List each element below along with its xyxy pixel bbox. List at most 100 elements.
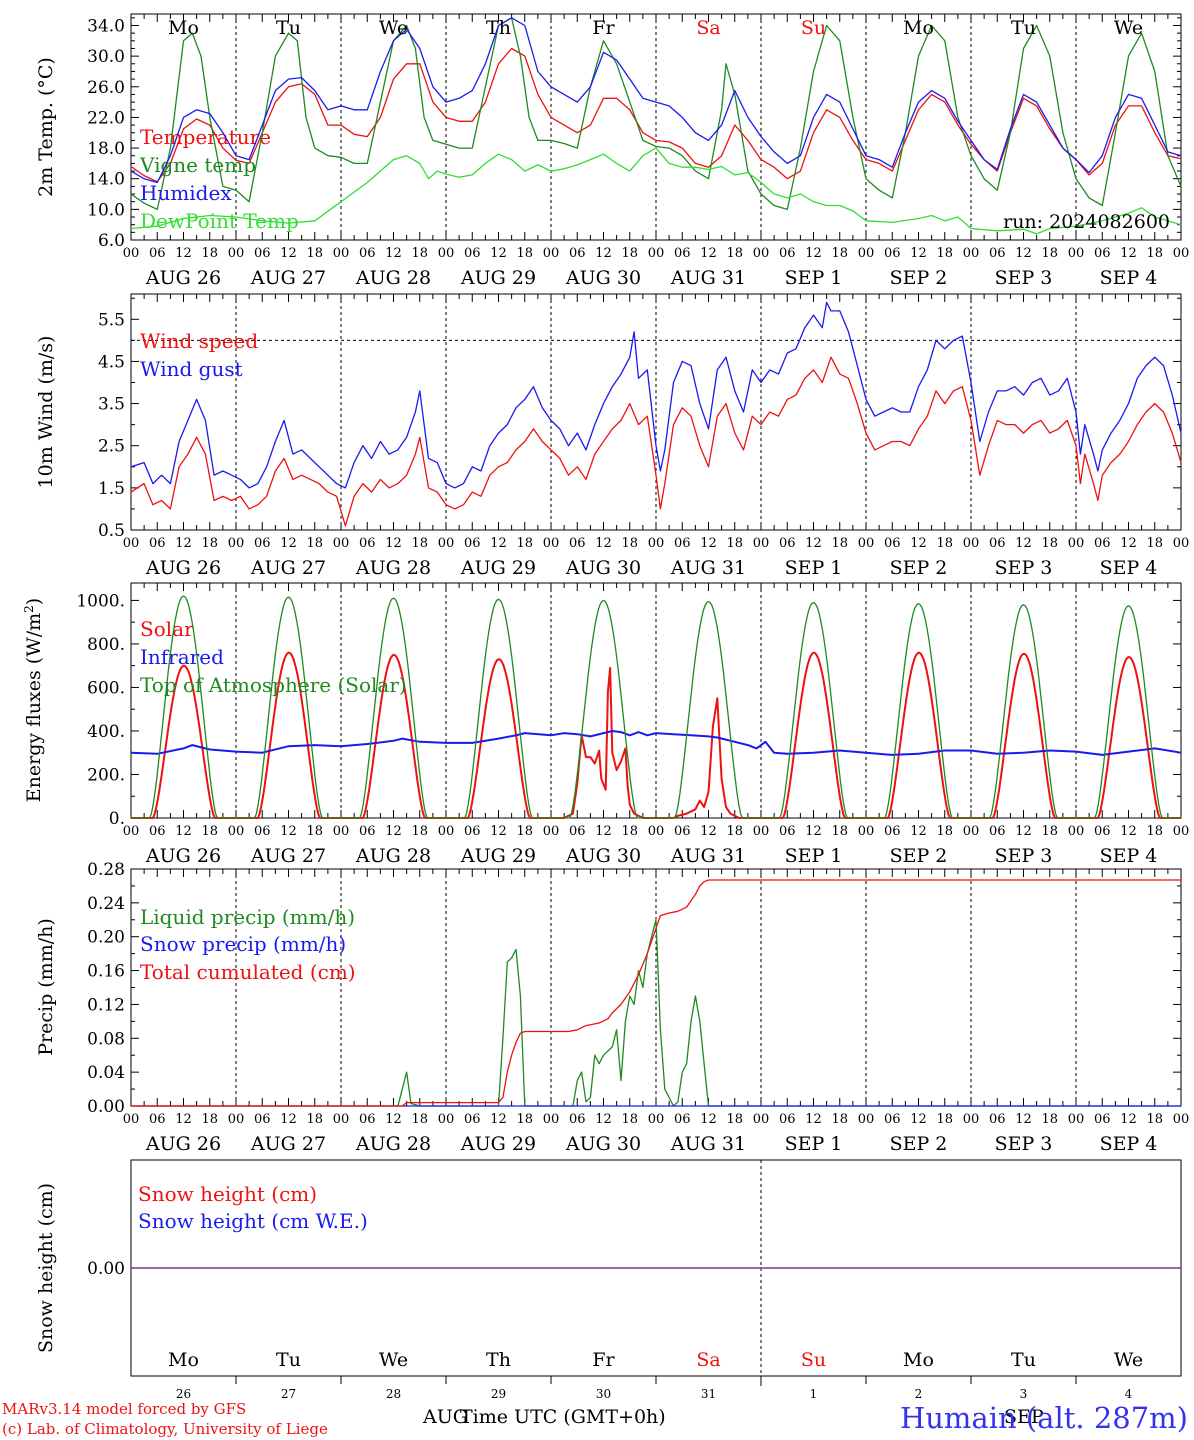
hour-tick-label: 06 [149, 246, 166, 261]
series-line [130, 17, 1182, 184]
hour-tick-label: 12 [1015, 1112, 1032, 1127]
hour-tick-label: 18 [201, 246, 218, 261]
day-label: AUG 27 [250, 557, 326, 579]
hour-tick-label: 00 [648, 824, 665, 839]
month-label-mid: SEP [1004, 1406, 1044, 1428]
hour-tick-label: 06 [674, 536, 691, 551]
hour-tick-label: 06 [254, 1112, 271, 1127]
legend-label: Top of Atmosphere (Solar) [140, 673, 407, 697]
y-tick-label: 30.0 [87, 47, 125, 67]
weekday-label: Fr [592, 1349, 615, 1371]
hour-tick-label: 00 [1173, 824, 1190, 839]
weekday-label: We [379, 1349, 408, 1371]
hour-tick-label: 18 [936, 824, 953, 839]
xaxis-title: Time UTC (GMT+0h) [460, 1406, 666, 1428]
hour-tick-label: 06 [989, 246, 1006, 261]
hour-tick-label: 18 [1041, 536, 1058, 551]
day-number: 3 [1020, 1387, 1028, 1401]
day-number: 28 [386, 1387, 401, 1401]
hour-tick-label: 12 [595, 246, 612, 261]
y-tick-label: 800. [87, 635, 125, 655]
day-label: AUG 27 [250, 845, 326, 867]
y-axis-label: Snow height (cm) [35, 1183, 57, 1353]
hour-tick-label: 06 [359, 1112, 376, 1127]
y-tick-label: 0.5 [98, 521, 125, 541]
hour-tick-label: 12 [175, 824, 192, 839]
hour-tick-label: 00 [543, 824, 560, 839]
hour-tick-label: 06 [779, 246, 796, 261]
series-line [131, 879, 1181, 1107]
day-label: AUG 29 [460, 267, 536, 289]
hour-tick-label: 00 [858, 536, 875, 551]
hour-tick-label: 00 [333, 1112, 350, 1127]
hour-tick-label: 06 [149, 1112, 166, 1127]
weekday-label: Th [486, 1349, 511, 1371]
hour-tick-label: 18 [1041, 1112, 1058, 1127]
hour-tick-label: 00 [1068, 536, 1085, 551]
day-label: SEP 2 [890, 267, 948, 289]
series-line [131, 595, 1181, 819]
y-tick-label: 1000. [76, 591, 125, 611]
hour-tick-label: 00 [123, 536, 140, 551]
hour-tick-label: 18 [516, 824, 533, 839]
weekday-label: Tu [276, 17, 301, 39]
day-label: AUG 31 [670, 845, 746, 867]
y-axis-label: Energy fluxes (W/m2) [22, 598, 45, 802]
day-label: AUG 28 [355, 1133, 431, 1155]
hour-tick-label: 18 [306, 536, 323, 551]
hour-tick-label: 06 [779, 1112, 796, 1127]
energy-panel: 00 06 12 18 00 06 12 18 00 06 12 18 00 06 12 18 00 06 12 18… [22, 582, 1190, 867]
weekday-label: Sa [696, 17, 720, 39]
hour-tick-label: 12 [175, 246, 192, 261]
hour-tick-label: 06 [149, 536, 166, 551]
day-label: SEP 1 [785, 557, 843, 579]
legend-label: Infrared [140, 645, 224, 669]
hour-tick-label: 18 [411, 536, 428, 551]
hour-tick-label: 00 [333, 824, 350, 839]
hour-tick-label: 06 [464, 246, 481, 261]
snow-panel: 0.00 Snow height (cm) Snow height (cm) Snow… [35, 1159, 1182, 1401]
hour-tick-label: 12 [385, 1112, 402, 1127]
hour-tick-label: 12 [280, 1112, 297, 1127]
legend-label: Solar [140, 617, 194, 641]
hour-tick-label: 00 [1173, 1112, 1190, 1127]
hour-tick-label: 18 [201, 536, 218, 551]
series-line [131, 919, 1181, 1107]
y-tick-label: 6.0 [98, 231, 125, 251]
hour-tick-label: 12 [1015, 536, 1032, 551]
hour-tick-label: 18 [1146, 536, 1163, 551]
station-name: Humain (alt. 287m) [900, 1401, 1188, 1435]
hour-tick-label: 12 [700, 536, 717, 551]
hour-tick-label: 00 [543, 1112, 560, 1127]
hour-tick-label: 18 [621, 246, 638, 261]
weekday-label: Mo [168, 17, 199, 39]
day-label: AUG 28 [355, 845, 431, 867]
y-tick-label: 0.20 [87, 928, 125, 948]
day-label: SEP 3 [995, 267, 1053, 289]
legend-label: Total cumulated (cm) [140, 960, 356, 984]
series-line [130, 47, 1182, 183]
hour-tick-label: 18 [1146, 246, 1163, 261]
weekday-label: Mo [903, 17, 934, 39]
hour-tick-label: 00 [333, 246, 350, 261]
y-tick-label: 2.5 [98, 437, 125, 457]
y-tick-label: 0.04 [87, 1063, 125, 1083]
hour-tick-label: 18 [936, 1112, 953, 1127]
hour-tick-label: 18 [831, 246, 848, 261]
hour-tick-label: 00 [228, 824, 245, 839]
hour-tick-label: 00 [438, 246, 455, 261]
legend-label: Wind gust [140, 357, 243, 381]
y-axis-label: 2m Temp. (°C) [35, 57, 57, 197]
weekday-label: Sa [696, 1349, 720, 1371]
y-tick-label: 600. [87, 678, 125, 698]
day-label: SEP 1 [785, 845, 843, 867]
hour-tick-label: 12 [1015, 824, 1032, 839]
series-line [130, 301, 1182, 489]
legend-label: DewPoint Temp [140, 209, 299, 233]
day-label: SEP 1 [785, 267, 843, 289]
hour-tick-label: 00 [228, 536, 245, 551]
hour-tick-label: 00 [1173, 246, 1190, 261]
day-number: 4 [1125, 1387, 1133, 1401]
hour-tick-label: 12 [1120, 824, 1137, 839]
